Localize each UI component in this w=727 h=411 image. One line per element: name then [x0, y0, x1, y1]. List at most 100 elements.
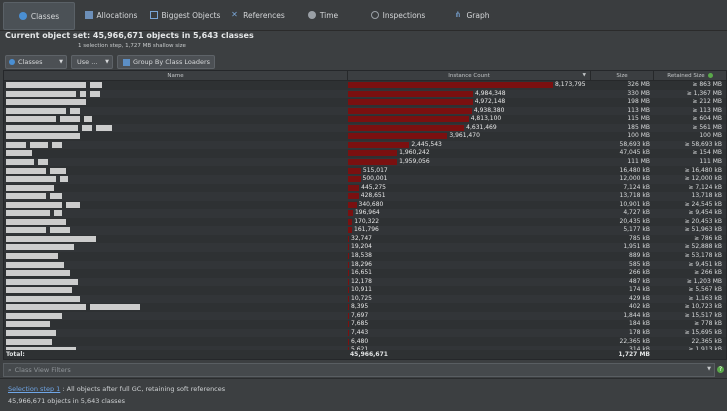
instance-count-bar — [348, 124, 465, 131]
time-icon — [307, 11, 316, 19]
shallow-size: 4,727 kB — [623, 209, 650, 217]
table-row[interactable]: 196,964 4,727 kB ≥ 9,454 kB — [4, 209, 726, 218]
group-by-class-loaders-button[interactable]: Group By Class Loaders — [117, 55, 215, 69]
table-row[interactable]: 4,984,348 330 MB ≥ 1,367 MB — [4, 89, 726, 99]
redaction-block — [38, 158, 48, 165]
tab-graph[interactable]: ⋔ Graph — [443, 2, 501, 28]
shallow-size: 100 MB — [627, 132, 650, 140]
table-row[interactable]: 428,651 13,718 kB 13,718 kB — [4, 192, 726, 201]
instance-count: 18,538 — [351, 252, 372, 259]
help-icon[interactable]: ? — [717, 366, 724, 373]
redaction-block — [96, 124, 112, 131]
selection-step-text: : All objects after full GC, retaining s… — [60, 385, 226, 393]
instance-count: 19,204 — [351, 243, 372, 251]
instance-count-bar — [348, 295, 349, 302]
table-row[interactable]: 161,796 5,177 kB ≥ 51,963 kB — [4, 226, 726, 235]
instance-count-bar — [348, 193, 359, 200]
column-header-name[interactable]: Name — [4, 71, 348, 81]
column-header-instance-count[interactable]: Instance Count ▼ — [348, 71, 591, 81]
instance-count-bar — [348, 244, 349, 251]
instance-count: 4,972,148 — [474, 98, 506, 106]
table-row[interactable]: 2,445,543 58,693 kB ≥ 58,693 kB — [4, 140, 726, 150]
instance-count: 196,964 — [354, 209, 380, 217]
retained-size: ≥ 16,480 kB — [684, 166, 722, 174]
allocations-icon — [84, 11, 93, 19]
table-row[interactable]: 4,972,148 198 MB ≥ 212 MB — [4, 98, 726, 107]
instance-count-bar — [348, 304, 349, 311]
instance-count-bar — [348, 158, 398, 165]
table-row[interactable]: 10,911 174 kB ≥ 5,567 kB — [4, 286, 726, 295]
redaction-block — [6, 253, 58, 259]
retained-size: ≥ 113 MB — [692, 106, 722, 114]
redaction-block — [6, 261, 64, 268]
redaction-block — [60, 116, 80, 123]
tab-label: References — [243, 10, 285, 20]
tab-inspections[interactable]: Inspections — [353, 2, 443, 28]
retained-size: ≥ 786 kB — [694, 234, 722, 242]
table-row[interactable]: 1,960,242 47,045 kB ≥ 154 MB — [4, 149, 726, 158]
retained-size: ≥ 1,367 MB — [686, 89, 722, 97]
instance-count: 3,961,470 — [449, 132, 480, 140]
table-row[interactable]: 7,685 184 kB ≥ 778 kB — [4, 320, 726, 329]
table-row[interactable]: 7,443 178 kB ≥ 15,695 kB — [4, 328, 726, 338]
filter-options-dropdown[interactable]: ▼ — [707, 366, 711, 372]
use-button[interactable]: Use ... ▼ — [71, 55, 113, 69]
classes-table: Name Instance Count ▼ Size Retained Size… — [3, 70, 727, 360]
instance-count-bar — [348, 176, 361, 183]
instance-count-bar — [348, 167, 361, 174]
instance-count: 4,984,348 — [475, 89, 506, 97]
instance-count: 1,959,056 — [399, 157, 430, 165]
table-row[interactable]: 6,480 22,365 kB 22,365 kB — [4, 338, 726, 347]
search-icon: ⌕ — [8, 365, 12, 374]
shallow-size: 585 kB — [629, 260, 650, 268]
tab-label: Allocations — [96, 10, 138, 20]
table-row[interactable]: 340,680 10,901 kB ≥ 24,545 kB — [4, 201, 726, 210]
table-row[interactable]: 7,697 1,844 kB ≥ 15,517 kB — [4, 311, 726, 321]
view-select[interactable]: Classes ▼ — [5, 55, 67, 69]
selection-step-link[interactable]: Selection step 1 — [8, 385, 61, 393]
table-row[interactable]: 10,725 429 kB ≥ 1,163 kB — [4, 294, 726, 304]
instance-count-bar — [348, 235, 349, 242]
instance-count-bar — [348, 150, 398, 157]
page-title: Current object set: 45,966,671 objects i… — [5, 31, 254, 40]
table-row[interactable]: 500,001 12,000 kB ≥ 12,000 kB — [4, 175, 726, 184]
shallow-size: 13,718 kB — [619, 192, 651, 200]
retained-size: 13,718 kB — [691, 192, 723, 200]
class-view-filter-input[interactable]: ⌕ Class View Filters — [3, 363, 715, 377]
table-row[interactable]: 4,813,100 115 MB ≥ 604 MB — [4, 115, 726, 124]
shallow-size: 889 kB — [629, 252, 650, 259]
instance-count: 10,725 — [351, 294, 372, 302]
tab-allocations[interactable]: Allocations — [75, 2, 147, 28]
table-row[interactable]: 19,204 1,951 kB ≥ 52,888 kB — [4, 243, 726, 252]
table-row[interactable]: 18,538 889 kB ≥ 53,178 kB — [4, 252, 726, 261]
table-row[interactable]: 515,017 16,480 kB ≥ 16,480 kB — [4, 167, 726, 176]
references-icon: ✕ — [231, 10, 238, 19]
table-row[interactable]: 170,322 20,435 kB ≥ 20,453 kB — [4, 218, 726, 227]
table-row[interactable]: 12,178 487 kB ≥ 1,203 MB — [4, 277, 726, 287]
column-header-size[interactable]: Size — [591, 71, 654, 81]
table-row[interactable]: 445,275 7,124 kB ≥ 7,124 kB — [4, 184, 726, 193]
table-row[interactable]: 16,651 266 kB ≥ 266 kB — [4, 269, 726, 278]
column-header-retained-size[interactable]: Retained Size — [654, 71, 726, 81]
table-row[interactable]: 1,959,056 111 MB 111 MB — [4, 157, 726, 167]
view-tabs: Classes Allocations Biggest Objects ✕ Re… — [0, 0, 727, 31]
shallow-size: 174 kB — [629, 286, 650, 294]
table-row[interactable]: 4,631,469 185 MB ≥ 561 MB — [4, 123, 726, 133]
column-header-label: Retained Size — [667, 72, 705, 79]
tab-time[interactable]: Time — [293, 2, 353, 28]
shallow-size: 111 MB — [627, 157, 650, 165]
tab-references[interactable]: ✕ References — [223, 2, 293, 28]
table-row[interactable]: 32,747 785 kB ≥ 786 kB — [4, 235, 726, 244]
shallow-size: 20,435 kB — [619, 217, 651, 225]
tab-biggest-objects[interactable]: Biggest Objects — [147, 2, 223, 28]
tab-classes[interactable]: Classes — [3, 2, 75, 30]
instance-count: 32,747 — [351, 234, 372, 242]
table-row[interactable]: 3,961,470 100 MB 100 MB — [4, 132, 726, 141]
table-row[interactable]: 4,938,380 113 MB ≥ 113 MB — [4, 106, 726, 116]
table-row[interactable]: 18,296 585 kB ≥ 9,451 kB — [4, 260, 726, 270]
instance-count: 12,178 — [351, 277, 372, 285]
table-row[interactable]: 8,173,795 326 MB ≥ 863 MB — [4, 81, 726, 90]
table-row[interactable]: 8,395 402 kB ≥ 10,723 kB — [4, 303, 726, 312]
group-button-label: Group By Class Loaders — [133, 58, 211, 66]
redaction-block — [6, 133, 80, 140]
